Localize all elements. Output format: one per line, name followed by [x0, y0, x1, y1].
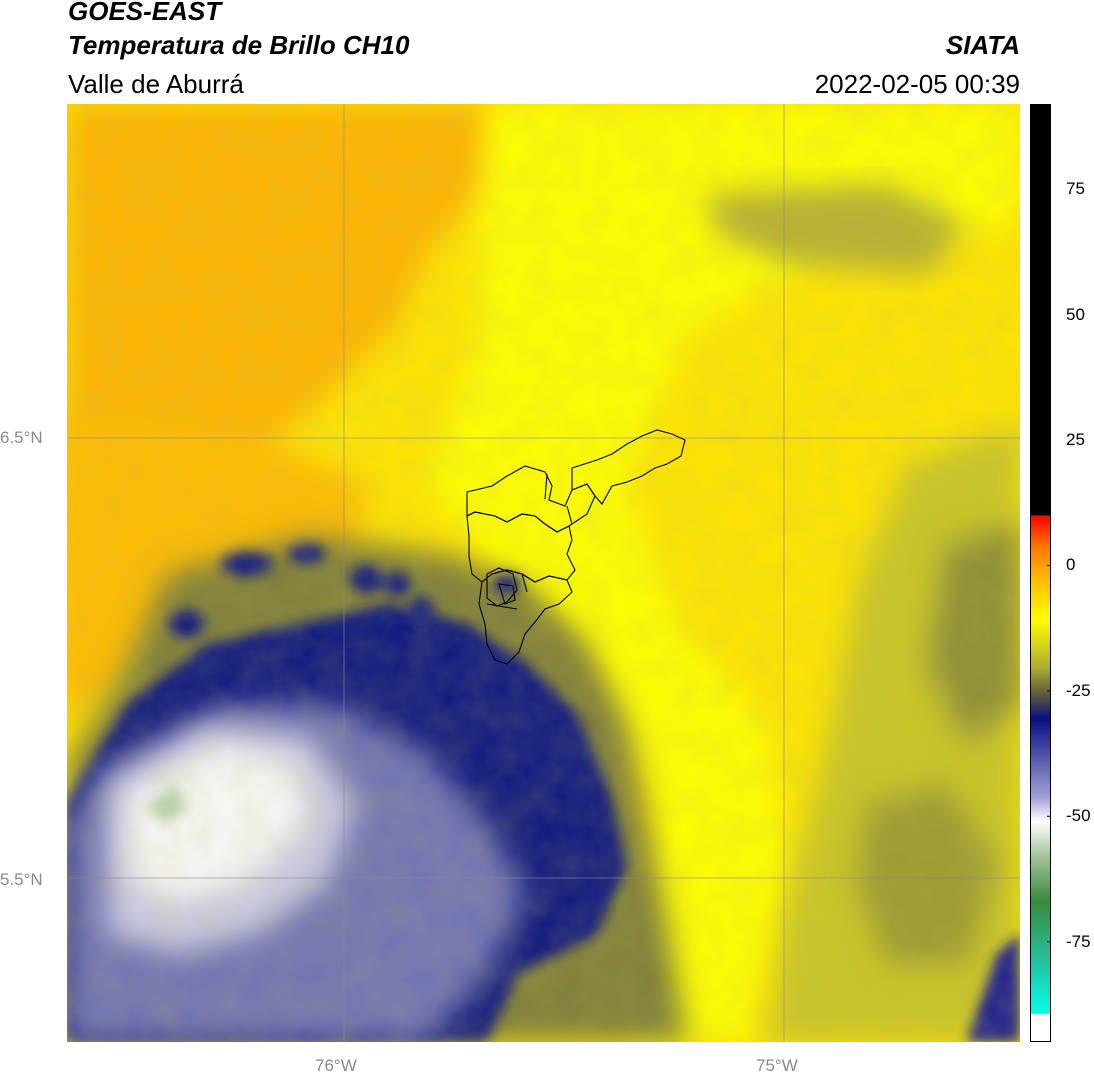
colorbar-tick-label: -50	[1066, 806, 1091, 826]
colorbar-tick-label: 0	[1066, 555, 1076, 575]
lon-label-75w: 75°W	[756, 1056, 798, 1075]
colorbar-tick-label: 75	[1066, 179, 1085, 199]
colorbar-tick-label: 50	[1066, 304, 1085, 324]
colorbar-tick-label: -25	[1066, 680, 1091, 700]
lat-label-5-5n: 5.5°N	[0, 870, 43, 889]
graticule	[67, 104, 1020, 1042]
product-title: Temperatura de Brillo CH10	[68, 30, 410, 60]
satellite-title: GOES-EAST	[68, 0, 222, 26]
agency-label: SIATA	[945, 30, 1020, 60]
colorbar	[1030, 104, 1051, 1042]
lon-label-76w: 76°W	[315, 1056, 357, 1075]
boundary-divider	[486, 473, 573, 610]
colorbar-tick-label: 25	[1066, 430, 1085, 450]
colorbar-tick-label: -75	[1066, 931, 1091, 951]
boundary-northeast	[571, 429, 686, 505]
boundary-medellin	[486, 567, 518, 607]
lat-label-6-5n: 6.5°N	[0, 428, 43, 447]
region-label: Valle de Aburrá	[68, 69, 244, 99]
timestamp-label: 2022-02-05 00:39	[814, 69, 1020, 99]
boundary-inner	[498, 583, 516, 605]
satellite-map[interactable]	[67, 104, 1020, 1042]
municipality-boundaries	[466, 429, 686, 665]
